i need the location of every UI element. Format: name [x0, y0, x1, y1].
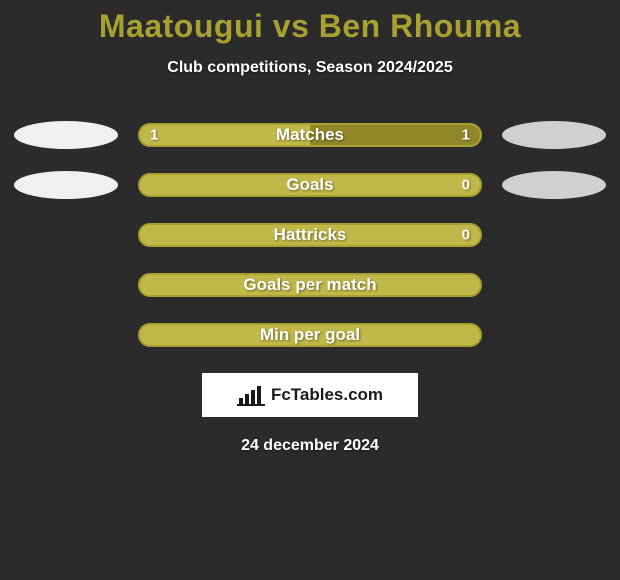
- stat-label: Goals: [140, 175, 480, 195]
- stat-value-right: 1: [462, 127, 470, 144]
- stat-value-right: 0: [462, 227, 470, 244]
- logo-text: FcTables.com: [271, 385, 383, 405]
- stat-bar: Matches1 1: [138, 123, 482, 147]
- stat-row: Goals per match: [0, 271, 620, 299]
- stat-label: Matches: [140, 125, 480, 145]
- right-ellipse: [502, 171, 606, 199]
- stat-bar: Min per goal: [138, 323, 482, 347]
- stat-label: Hattricks: [140, 225, 480, 245]
- logo-chart-icon: [237, 384, 265, 406]
- stat-rows: Matches11Goals0Hattricks0Goals per match…: [0, 121, 620, 349]
- page-subtitle: Club competitions, Season 2024/2025: [0, 59, 620, 77]
- footer-date: 24 december 2024: [0, 437, 620, 455]
- stat-row: Matches1 1: [0, 121, 620, 149]
- left-ellipse: [14, 121, 118, 149]
- stat-label: Goals per match: [140, 275, 480, 295]
- stat-value-left: 1: [150, 127, 158, 144]
- logo-box: FcTables.com: [202, 373, 418, 417]
- stat-value-right: 0: [462, 177, 470, 194]
- left-ellipse: [14, 171, 118, 199]
- page-title: Maatougui vs Ben Rhouma: [0, 0, 620, 45]
- stat-label: Min per goal: [140, 325, 480, 345]
- stat-bar: Hattricks0: [138, 223, 482, 247]
- right-ellipse: [502, 121, 606, 149]
- comparison-infographic: Maatougui vs Ben Rhouma Club competition…: [0, 0, 620, 580]
- stat-bar: Goals0: [138, 173, 482, 197]
- stat-row: Min per goal: [0, 321, 620, 349]
- stat-bar: Goals per match: [138, 273, 482, 297]
- stat-row: Hattricks0: [0, 221, 620, 249]
- stat-row: Goals0: [0, 171, 620, 199]
